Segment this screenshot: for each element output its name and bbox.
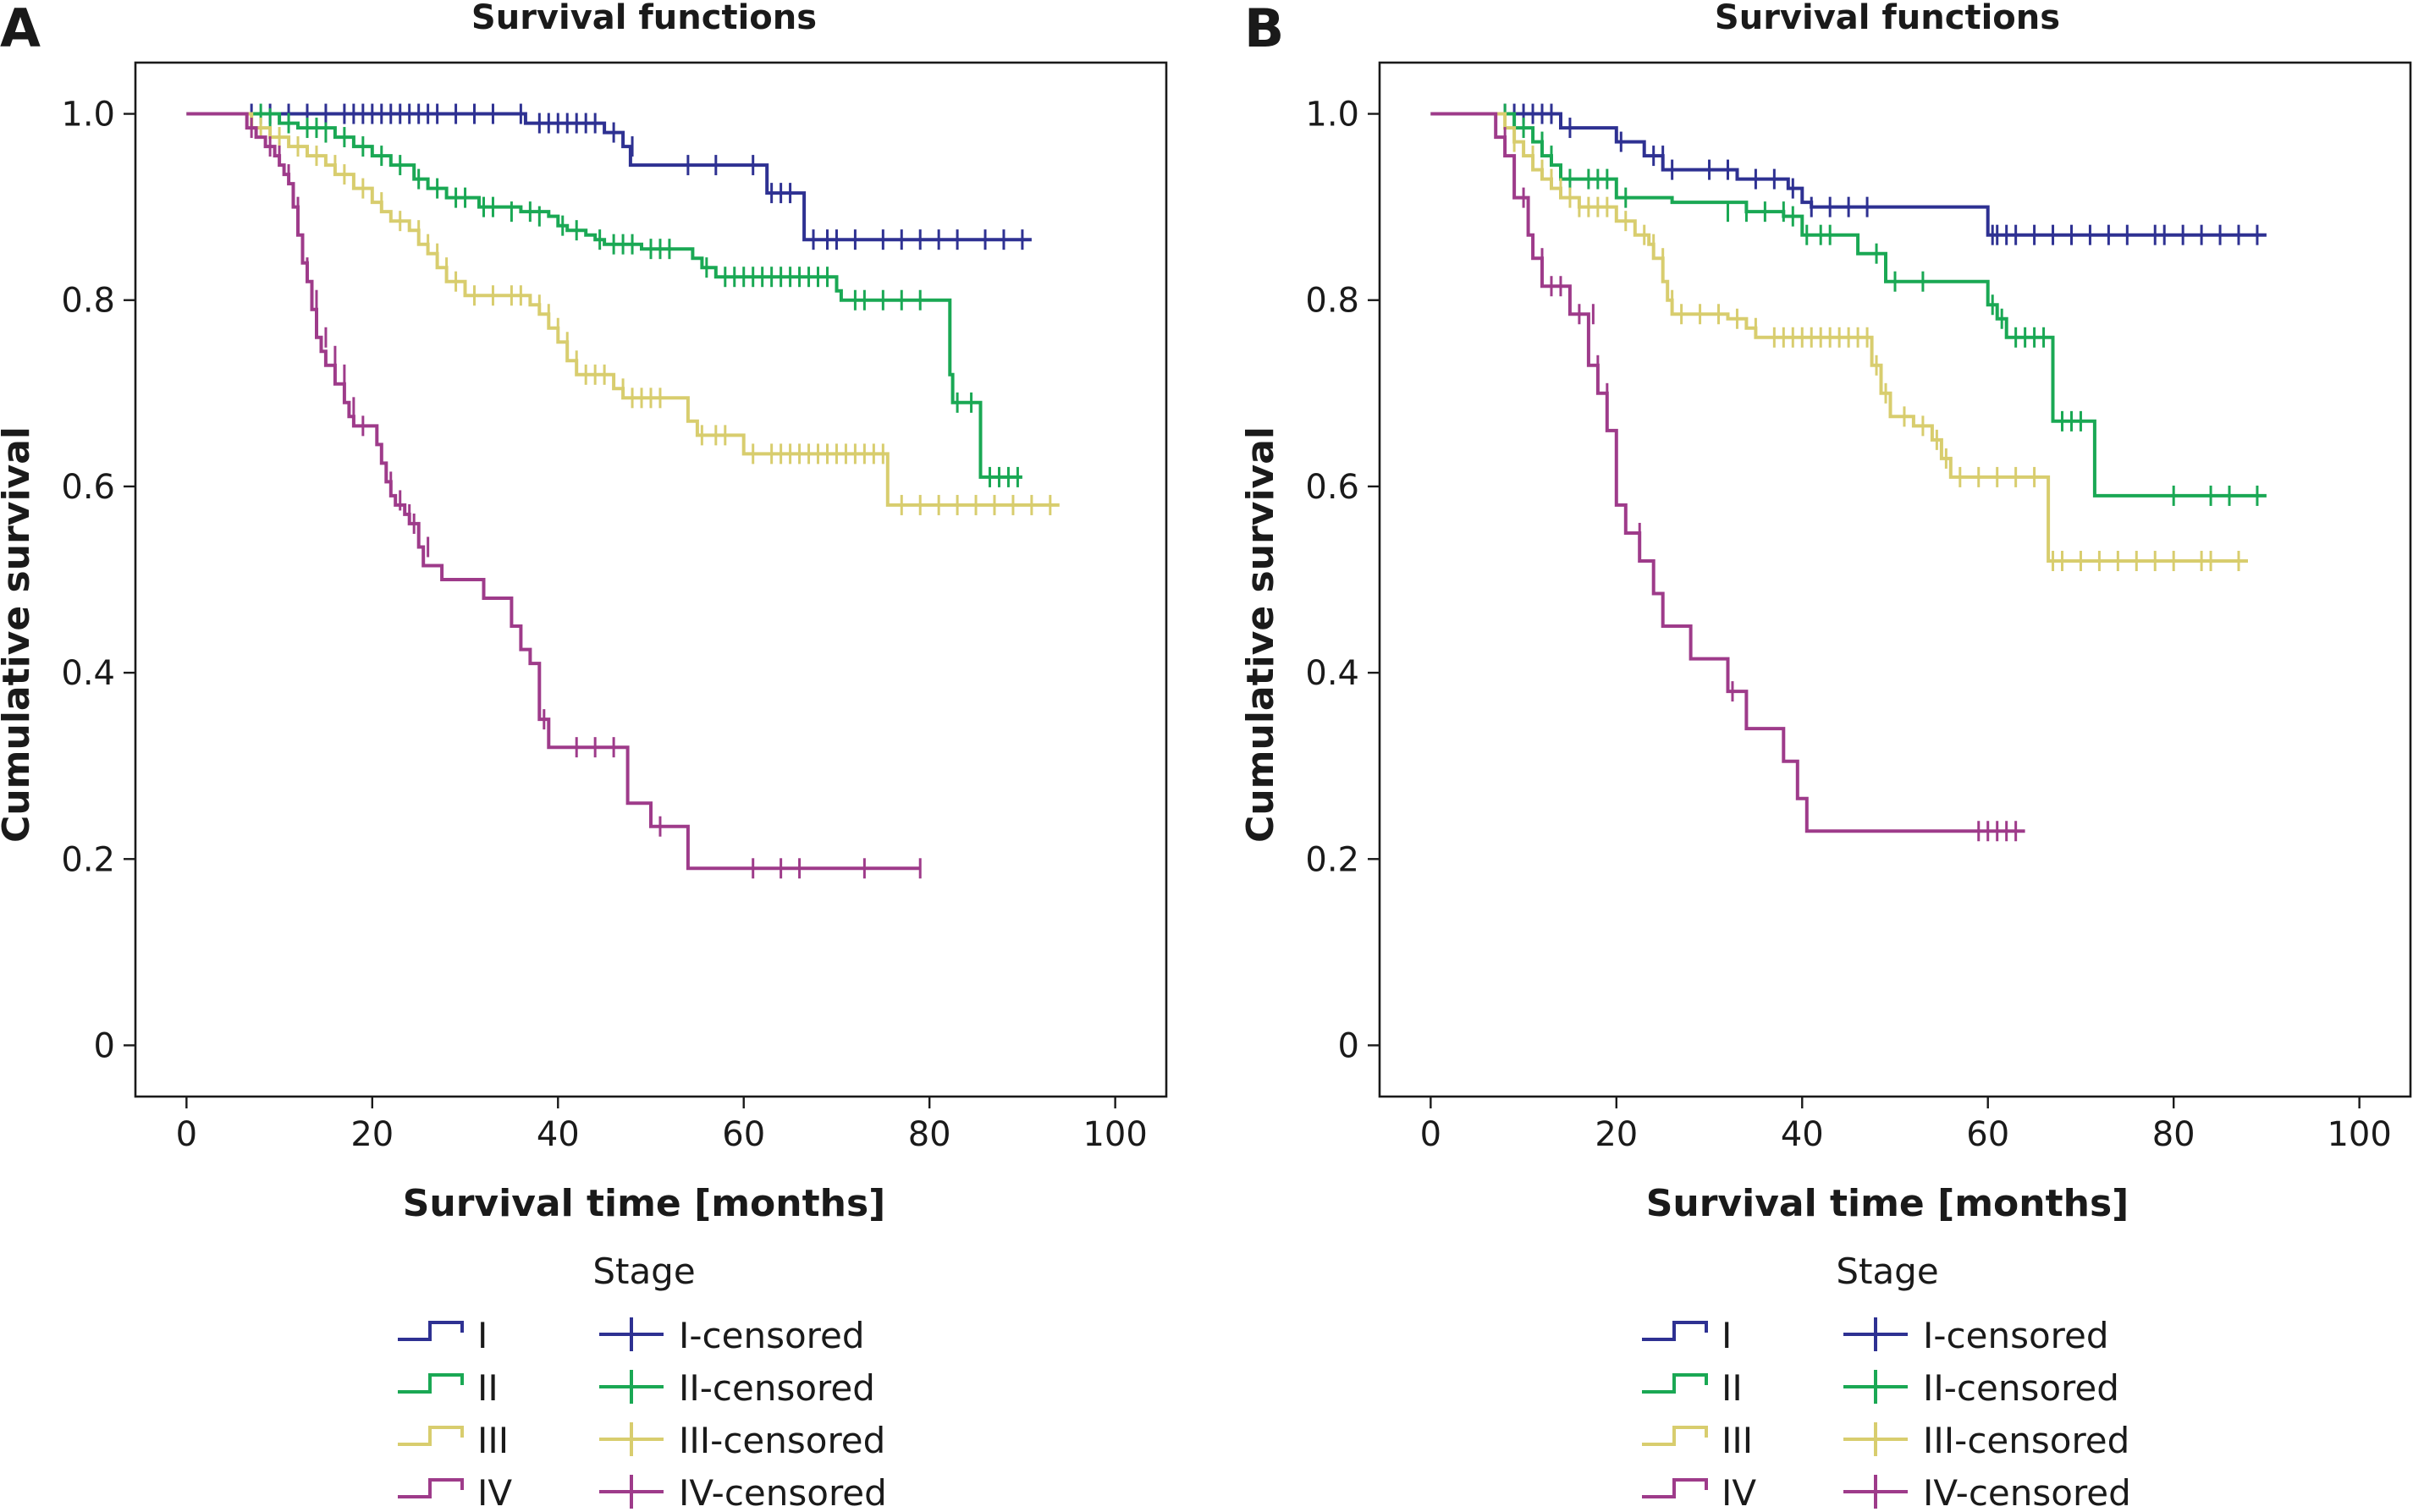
y-tick-label: 0.4 (1305, 654, 1359, 693)
panel-letter-a: A (0, 0, 41, 59)
y-tick-label: 1.0 (61, 96, 115, 135)
x-tick-label: 60 (722, 1115, 765, 1154)
chart-title-a: Survival functions (471, 0, 817, 37)
legend-step-swatch-iii (398, 1426, 464, 1446)
panel-letter-b: B (1244, 0, 1284, 59)
x-tick-label: 100 (1083, 1115, 1147, 1154)
legend-step-swatch-ii (398, 1373, 464, 1394)
legend-censored-label-iii: III-censored (679, 1420, 885, 1461)
x-tick-label: 100 (2327, 1115, 2391, 1154)
legend-step-label-i: I (1722, 1315, 1732, 1356)
legend-step-label-ii: II (1722, 1367, 1743, 1409)
y-axis-title-b: Cumulative survival (1239, 426, 1282, 843)
survival-curve-iii (1430, 112, 2248, 563)
panel-b: B Survival functions Cumulative survival… (1239, 0, 2412, 1512)
plot-frame-a (134, 61, 1168, 1098)
y-tick-label: 0.2 (61, 840, 115, 879)
y-tick-label: 0 (94, 1026, 115, 1065)
x-tick-label: 0 (176, 1115, 197, 1154)
x-tick-label: 0 (1420, 1115, 1441, 1154)
legend-step-swatch-iv (1642, 1478, 1708, 1498)
legend-step-swatch-iv (398, 1478, 464, 1498)
survival-curve-ii (1430, 112, 2267, 498)
legend-title-b: Stage (1836, 1251, 1938, 1292)
survival-curve-i (186, 112, 1032, 242)
legend-censored-label-iv: IV-censored (679, 1472, 887, 1512)
survival-curve-iv (186, 112, 921, 871)
legend-censored-label-iii: III-censored (1923, 1420, 2129, 1461)
x-tick-label: 40 (1781, 1115, 1824, 1154)
legend-censored-label-i: I-censored (1923, 1315, 2109, 1356)
legend-step-label-iv: IV (477, 1472, 512, 1512)
y-tick-label: 0.2 (1305, 840, 1359, 879)
chart-title-b: Survival functions (1715, 0, 2060, 37)
legend-step-label-iii: III (477, 1420, 509, 1461)
legend-step-swatch-iii (1642, 1426, 1708, 1446)
plot-frame-b (1378, 61, 2412, 1098)
legend-step-swatch-ii (1642, 1373, 1708, 1394)
legend-step-swatch-i (1642, 1321, 1708, 1341)
y-tick-label: 0.4 (61, 654, 115, 693)
legend-step-label-i: I (477, 1315, 488, 1356)
legend-step-label-iv: IV (1722, 1472, 1756, 1512)
y-tick-label: 0.6 (1305, 468, 1359, 507)
y-tick-label: 0 (1338, 1026, 1359, 1065)
x-tick-label: 40 (537, 1115, 580, 1154)
y-tick-label: 1.0 (1305, 96, 1359, 135)
legend-censored-label-i: I-censored (679, 1315, 865, 1356)
x-axis-title-a: Survival time [months] (403, 1182, 886, 1225)
y-tick-label: 0.8 (61, 282, 115, 321)
legend-step-label-ii: II (477, 1367, 499, 1409)
legend-title-a: Stage (592, 1251, 695, 1292)
y-tick-label: 0.6 (61, 468, 115, 507)
legend-step-label-iii: III (1722, 1420, 1753, 1461)
x-tick-label: 80 (2152, 1115, 2195, 1154)
legend-censored-label-iv: IV-censored (1923, 1472, 2131, 1512)
y-tick-label: 0.8 (1305, 282, 1359, 321)
x-axis-title-b: Survival time [months] (1646, 1182, 2129, 1225)
legend-censored-label-ii: II-censored (679, 1367, 875, 1409)
x-tick-label: 80 (908, 1115, 951, 1154)
survival-curve-iv (1430, 112, 2025, 833)
x-tick-label: 60 (1966, 1115, 2009, 1154)
legend-step-swatch-i (398, 1321, 464, 1341)
x-tick-label: 20 (1595, 1115, 1638, 1154)
legend-censored-label-ii: II-censored (1923, 1367, 2119, 1409)
panel-a: A Survival functions Cumulative survival… (0, 0, 1168, 1512)
y-axis-title-a: Cumulative survival (0, 426, 38, 843)
x-tick-label: 20 (350, 1115, 394, 1154)
